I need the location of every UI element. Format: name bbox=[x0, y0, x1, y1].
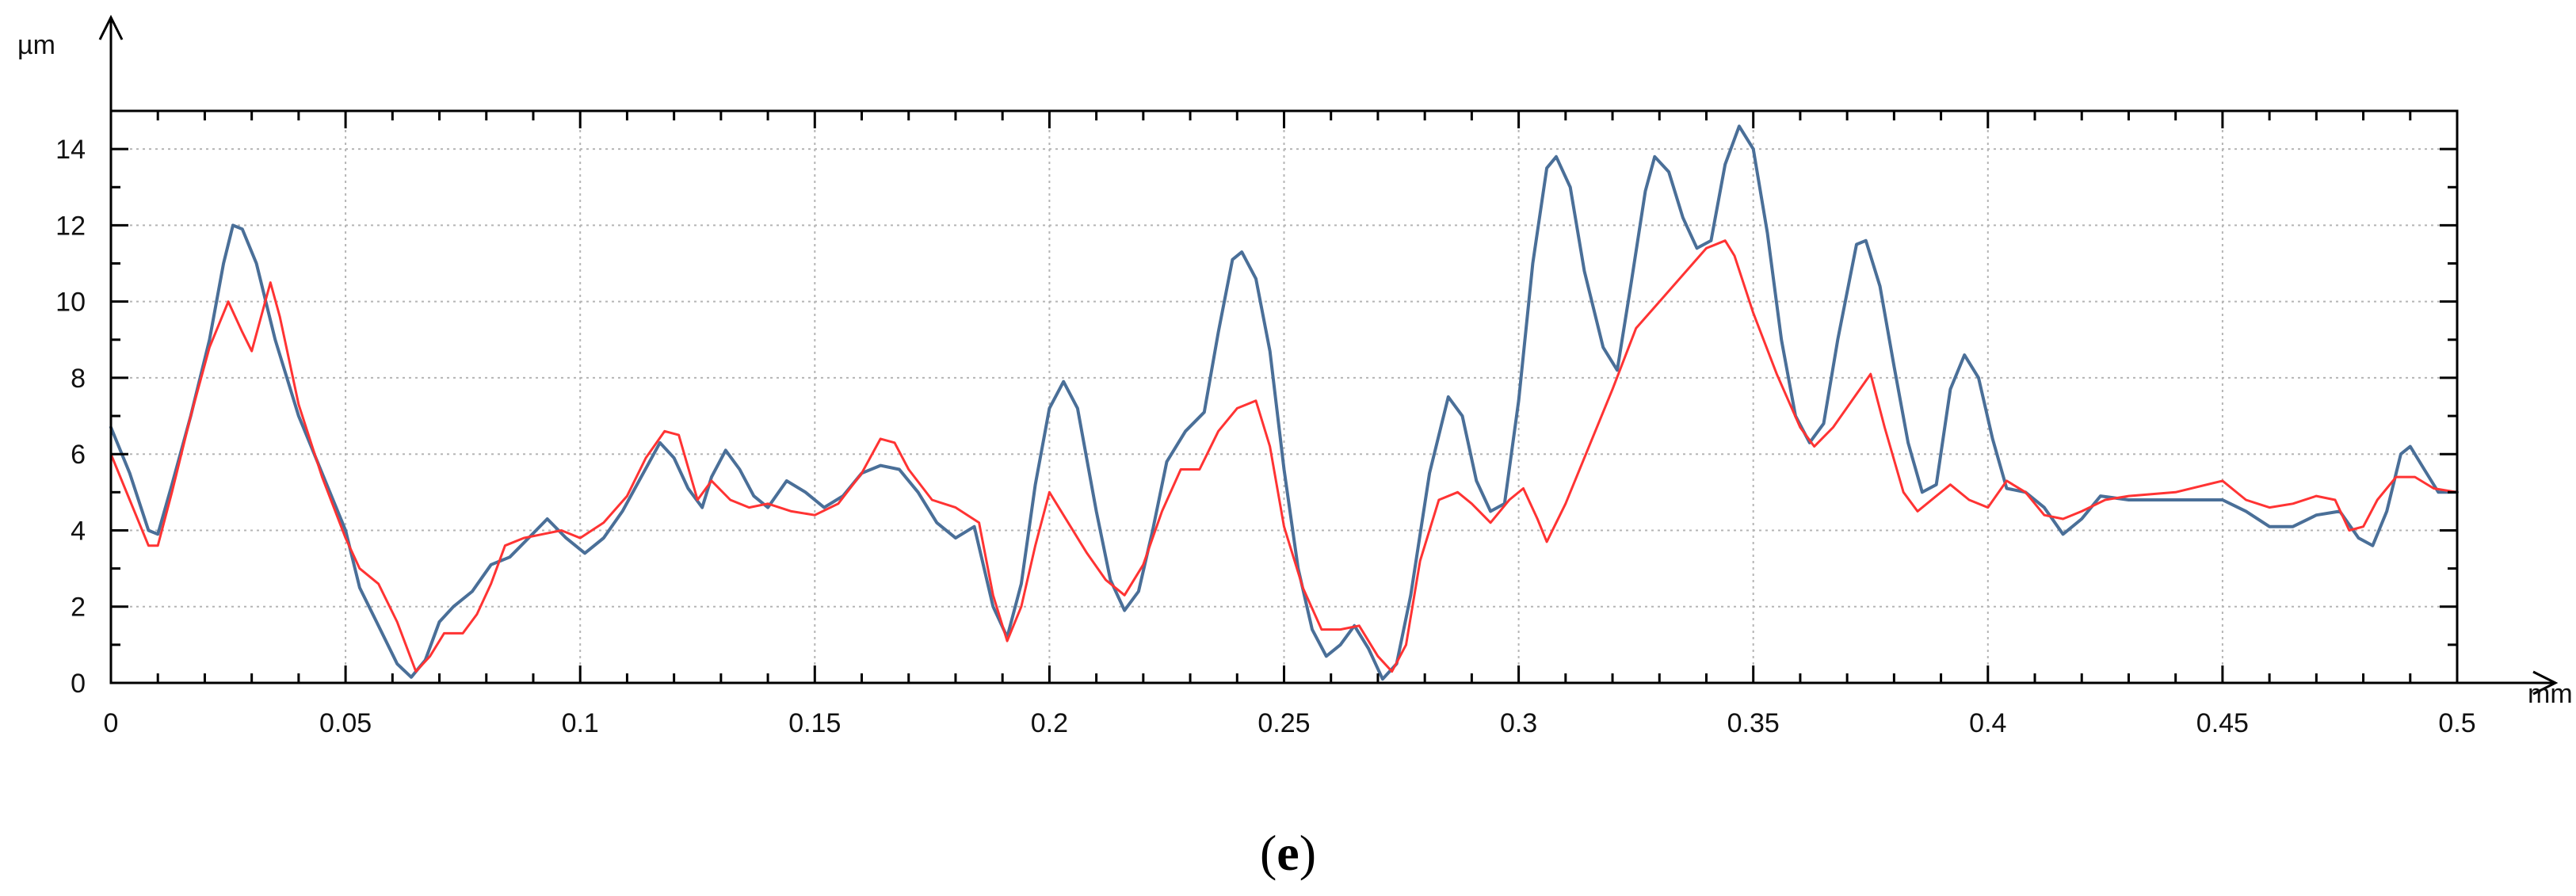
x-tick-label-0: 0 bbox=[104, 708, 119, 738]
y-tick-label-7: 14 bbox=[55, 135, 86, 165]
series-line-2 bbox=[109, 239, 2459, 673]
x-tick-labels: 0 0.05 0.1 0.15 0.2 0.25 0.3 0.35 0.4 0.45 0.5 bbox=[104, 708, 2476, 738]
y-tick-label-0: 0 bbox=[71, 669, 86, 699]
x-tick-label-8: 0.4 bbox=[1969, 708, 2006, 738]
y-tick-label-6: 12 bbox=[55, 211, 86, 241]
y-axis-arrow-head bbox=[98, 14, 124, 40]
y-tick-label-2: 4 bbox=[71, 516, 86, 546]
series-lines bbox=[109, 124, 2459, 681]
x-tick-label-10: 0.5 bbox=[2438, 708, 2475, 738]
figure-caption: (e) bbox=[0, 824, 2576, 883]
y-tick-label-4: 8 bbox=[71, 364, 86, 394]
y-tick-label-3: 6 bbox=[71, 440, 86, 470]
x-tick-label-3: 0.15 bbox=[788, 708, 841, 738]
profile-chart: 0 0.05 0.1 0.15 0.2 0.25 0.3 0.35 0.4 0.45 0.5 0 2 4… bbox=[17, 14, 2573, 738]
x-tick-label-5: 0.25 bbox=[1257, 708, 1310, 738]
axis-arrows bbox=[98, 14, 2559, 696]
x-tick-label-7: 0.35 bbox=[1727, 708, 1780, 738]
series-line-1 bbox=[109, 124, 2459, 681]
y-tick-label-1: 2 bbox=[71, 593, 86, 623]
y-unit-label: µm bbox=[17, 30, 55, 60]
caption-close: ) bbox=[1299, 825, 1317, 881]
caption-open: ( bbox=[1259, 825, 1277, 881]
y-tick-labels: 0 2 4 6 8 10 12 14 bbox=[55, 135, 86, 699]
axis-ticks bbox=[109, 109, 2459, 684]
y-tick-label-5: 10 bbox=[55, 288, 86, 318]
x-axis-arrow-head bbox=[2532, 670, 2559, 696]
x-tick-label-1: 0.05 bbox=[319, 708, 372, 738]
x-tick-label-6: 0.3 bbox=[1500, 708, 1537, 738]
caption-letter: e bbox=[1277, 825, 1299, 881]
x-unit-label: mm bbox=[2528, 679, 2573, 709]
x-tick-label-4: 0.2 bbox=[1031, 708, 1068, 738]
x-tick-label-9: 0.45 bbox=[2196, 708, 2249, 738]
x-tick-label-2: 0.1 bbox=[562, 708, 599, 738]
